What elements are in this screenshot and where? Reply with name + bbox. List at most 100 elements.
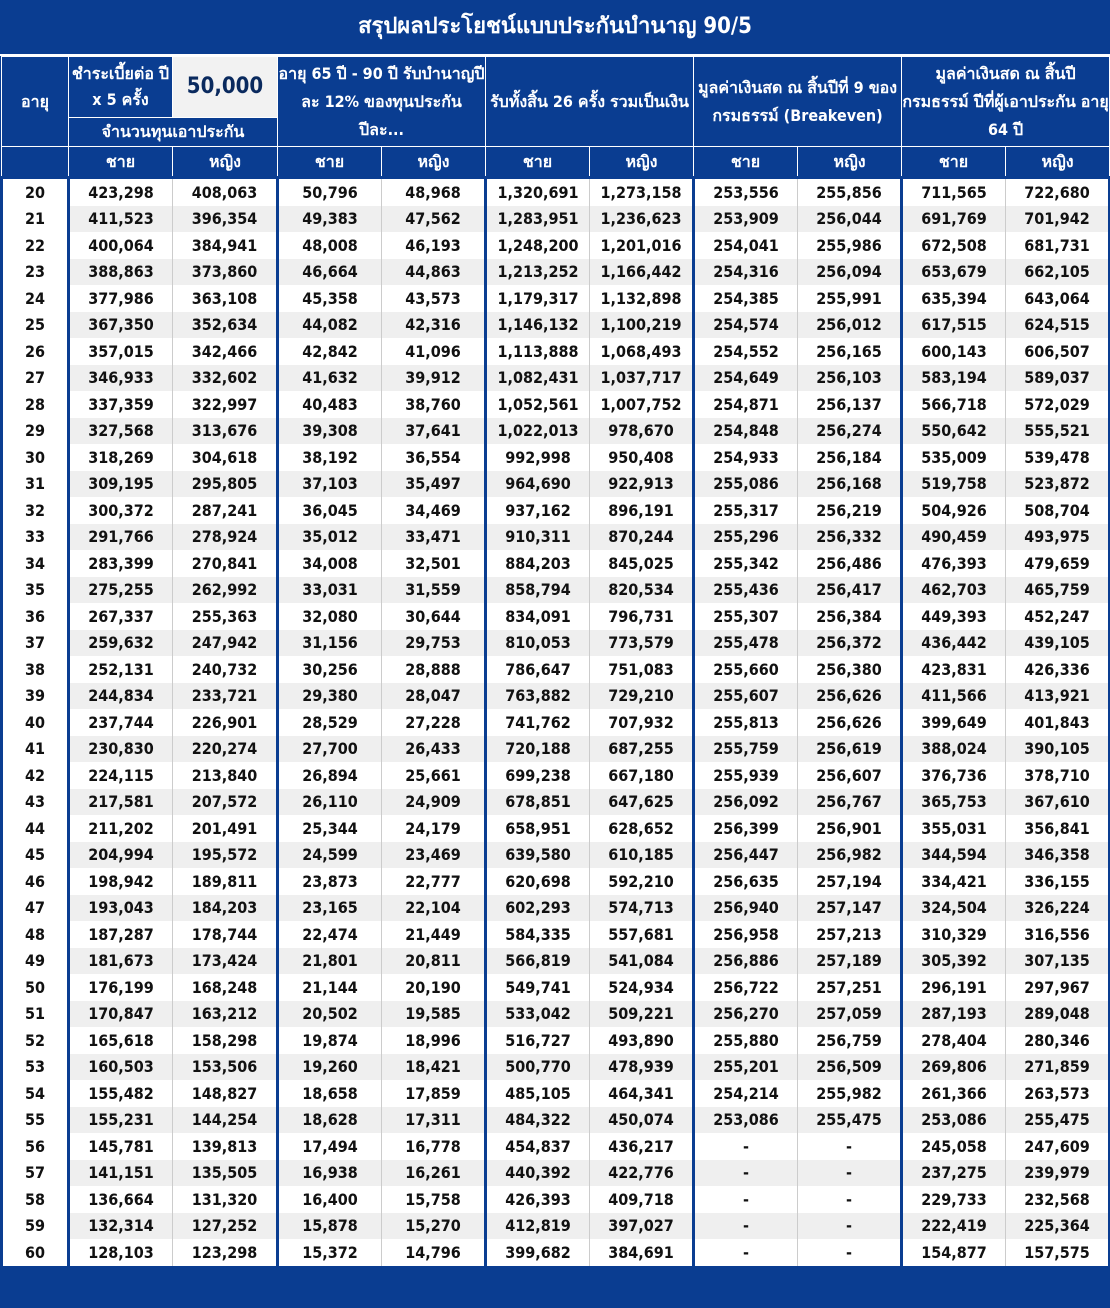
annuity-male-cell: 16,938 xyxy=(276,1159,382,1186)
annuity-male-cell: 38,192 xyxy=(276,444,382,471)
age-cell: 24 xyxy=(1,285,69,312)
table-row: 57 141,151 135,505 16,938 16,261 440,392 422,7… xyxy=(1,1159,1110,1186)
annuity-female-cell: 27,228 xyxy=(381,709,486,736)
premium-male-cell: 367,350 xyxy=(67,311,173,338)
age-cell: 40 xyxy=(1,709,69,736)
annuity-male-cell: 19,260 xyxy=(276,1053,382,1080)
cash64-male-cell: 305,392 xyxy=(900,947,1006,974)
age-cell: 33 xyxy=(1,523,69,550)
age-cell: 25 xyxy=(1,311,69,338)
table-row: 42 224,115 213,840 26,894 25,661 699,238 667,1… xyxy=(1,762,1110,789)
cash64-male-cell: 476,393 xyxy=(900,550,1006,577)
female-header: หญิง xyxy=(588,146,695,178)
cash64-male-cell: 334,421 xyxy=(900,868,1006,895)
cash9-male-cell: 255,759 xyxy=(692,735,798,762)
total-male-cell: 426,393 xyxy=(484,1186,590,1213)
premium-male-cell: 318,269 xyxy=(67,444,173,471)
annuity-female-cell: 14,796 xyxy=(381,1239,486,1267)
annuity-female-cell: 46,193 xyxy=(381,232,486,259)
sum-insured-header: จำนวนทุนเอาประกัน xyxy=(68,117,278,147)
cash64-female-cell: 413,921 xyxy=(1005,682,1110,709)
cash9-male-cell: 256,940 xyxy=(692,894,798,921)
annuity-male-cell: 41,632 xyxy=(276,364,382,391)
total-male-cell: 763,882 xyxy=(484,682,590,709)
cash9-female-cell: - xyxy=(797,1133,902,1160)
premium-male-cell: 224,115 xyxy=(67,762,173,789)
premium-female-cell: 396,354 xyxy=(172,205,278,232)
premium-female-cell: 352,634 xyxy=(172,311,278,338)
premium-male-cell: 423,298 xyxy=(67,177,173,206)
total-male-cell: 658,951 xyxy=(484,815,590,842)
annuity-female-cell: 15,758 xyxy=(381,1186,486,1213)
premium-male-cell: 357,015 xyxy=(67,338,173,365)
premium-male-cell: 170,847 xyxy=(67,1000,173,1027)
cash64-male-cell: 269,806 xyxy=(900,1053,1006,1080)
annuity-male-cell: 37,103 xyxy=(276,470,382,497)
cash64-male-cell: 310,329 xyxy=(900,921,1006,948)
total-male-cell: 1,248,200 xyxy=(484,232,590,259)
premium-female-cell: 173,424 xyxy=(172,947,278,974)
age-header: อายุ xyxy=(1,56,69,147)
total-female-cell: 751,083 xyxy=(588,656,694,683)
cash9-female-cell: 256,184 xyxy=(797,444,902,471)
premium-female-cell: 123,298 xyxy=(172,1239,278,1267)
cash64-male-cell: 237,275 xyxy=(900,1159,1006,1186)
cash64-female-cell: 701,942 xyxy=(1005,205,1110,232)
cash9-male-cell: - xyxy=(692,1159,798,1186)
cash64-female-cell: 401,843 xyxy=(1005,709,1110,736)
table-row: 52 165,618 158,298 19,874 18,996 516,727 493,8… xyxy=(1,1027,1110,1054)
premium-male-cell: 275,255 xyxy=(67,576,173,603)
cash9-male-cell: - xyxy=(692,1212,798,1239)
total-male-cell: 566,819 xyxy=(484,947,590,974)
table-row: 48 187,287 178,744 22,474 21,449 584,335 557,6… xyxy=(1,921,1110,948)
total-male-cell: 584,335 xyxy=(484,921,590,948)
premium-female-cell: 139,813 xyxy=(172,1133,278,1160)
annuity-male-cell: 19,874 xyxy=(276,1027,382,1054)
annuity-female-cell: 38,760 xyxy=(381,391,486,418)
premium-male-cell: 388,863 xyxy=(67,258,173,285)
cash9-male-cell: 255,342 xyxy=(692,550,798,577)
annuity-female-cell: 22,777 xyxy=(381,868,486,895)
annuity-male-cell: 23,873 xyxy=(276,868,382,895)
premium-male-cell: 128,103 xyxy=(67,1239,173,1267)
annuity-female-cell: 28,047 xyxy=(381,682,486,709)
cash9-male-cell: 254,316 xyxy=(692,258,798,285)
premium-male-cell: 346,933 xyxy=(67,364,173,391)
cash9-female-cell: 256,103 xyxy=(797,364,902,391)
cash64-female-cell: 367,610 xyxy=(1005,788,1110,815)
cash64-female-cell: 378,710 xyxy=(1005,762,1110,789)
age-cell: 23 xyxy=(1,258,69,285)
total-male-cell: 910,311 xyxy=(484,523,590,550)
table-row: 60 128,103 123,298 15,372 14,796 399,682 384,6… xyxy=(1,1239,1110,1267)
premium-male-cell: 309,195 xyxy=(67,470,173,497)
cash64-male-cell: 296,191 xyxy=(900,974,1006,1001)
premium-female-cell: 322,997 xyxy=(172,391,278,418)
annuity-female-cell: 31,559 xyxy=(381,576,486,603)
cash64-female-cell: 606,507 xyxy=(1005,338,1110,365)
cash64-male-cell: 504,926 xyxy=(900,497,1006,524)
total-female-cell: 509,221 xyxy=(588,1000,694,1027)
cash64-female-cell: 539,478 xyxy=(1005,444,1110,471)
premium-female-cell: 178,744 xyxy=(172,921,278,948)
cash9-male-cell: 256,958 xyxy=(692,921,798,948)
annuity-male-cell: 25,344 xyxy=(276,815,382,842)
table-row: 28 337,359 322,997 40,483 38,760 1,052,561 1,0… xyxy=(1,391,1110,418)
cash64-female-cell: 643,064 xyxy=(1005,285,1110,312)
annuity-female-cell: 16,778 xyxy=(381,1133,486,1160)
total-female-cell: 524,934 xyxy=(588,974,694,1001)
cash64-male-cell: 535,009 xyxy=(900,444,1006,471)
annuity-male-cell: 48,008 xyxy=(276,232,382,259)
cash9-female-cell: 256,619 xyxy=(797,735,902,762)
total-female-cell: 1,273,158 xyxy=(588,177,694,206)
cash9-female-cell: 255,986 xyxy=(797,232,902,259)
annuity-male-cell: 18,658 xyxy=(276,1080,382,1107)
cash9-female-cell: 256,168 xyxy=(797,470,902,497)
cash64-female-cell: 681,731 xyxy=(1005,232,1110,259)
total-male-cell: 720,188 xyxy=(484,735,590,762)
total-female-cell: 557,681 xyxy=(588,921,694,948)
annuity-male-cell: 40,483 xyxy=(276,391,382,418)
table-row: 40 237,744 226,901 28,529 27,228 741,762 707,9… xyxy=(1,709,1110,736)
total-male-cell: 937,162 xyxy=(484,497,590,524)
cash64-female-cell: 239,979 xyxy=(1005,1159,1110,1186)
cash9-female-cell: 256,137 xyxy=(797,391,902,418)
